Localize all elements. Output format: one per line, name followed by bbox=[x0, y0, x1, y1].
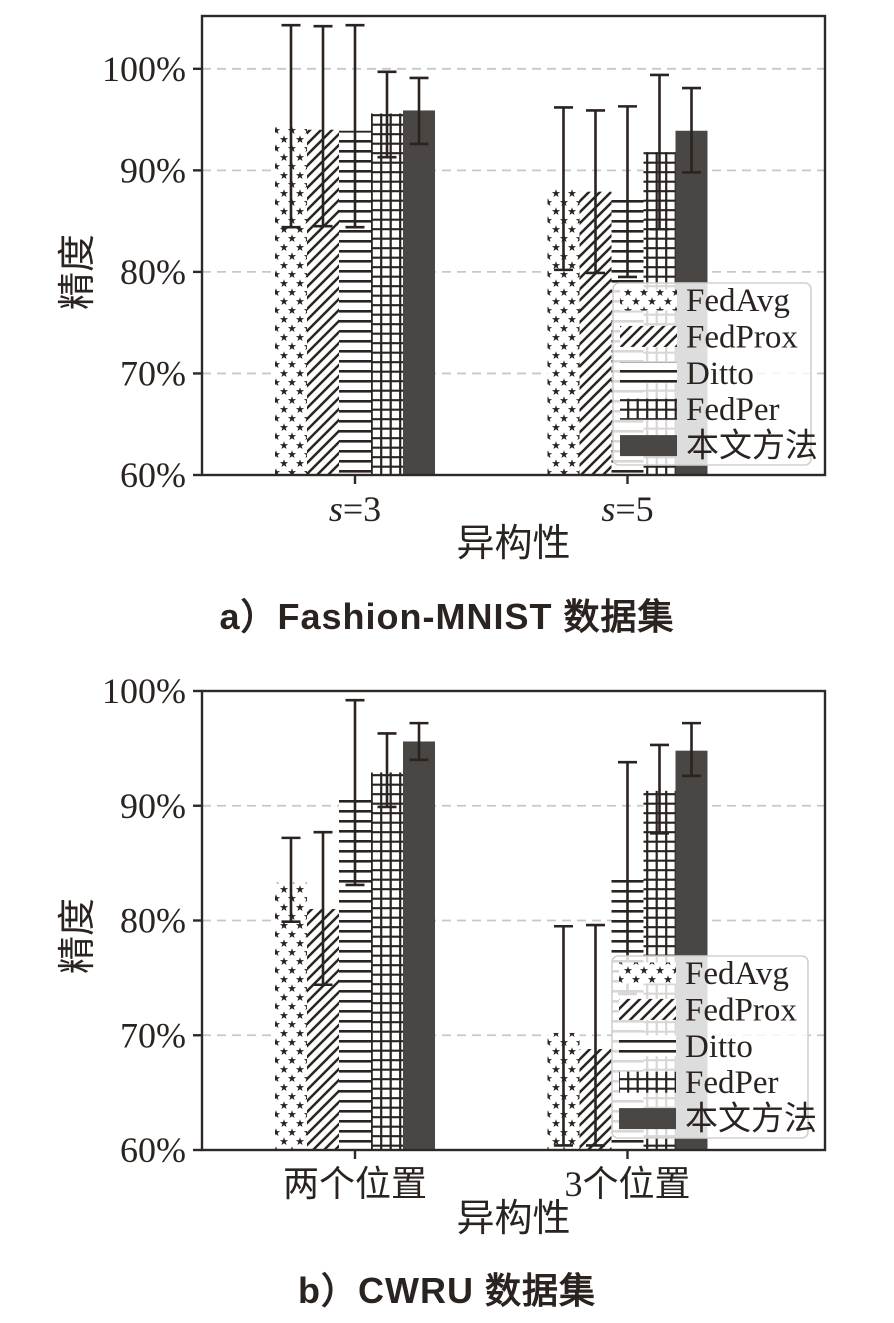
x-axis: s=3 s=5 bbox=[329, 475, 654, 529]
legend-swatch bbox=[620, 289, 677, 311]
bar bbox=[275, 882, 307, 1150]
bar bbox=[371, 772, 403, 1150]
legend-item: Ditto bbox=[620, 356, 754, 392]
legend-swatch bbox=[619, 1071, 676, 1093]
bar bbox=[371, 113, 403, 475]
y-tick-label: 80% bbox=[120, 901, 186, 941]
x-axis-label: 异构性 bbox=[456, 523, 570, 565]
legend-swatch bbox=[619, 1035, 676, 1057]
legend-swatch bbox=[620, 325, 677, 347]
legend-label: FedProx bbox=[686, 319, 798, 355]
x-axis: 两个位置 3个位置 bbox=[283, 1150, 691, 1204]
legend-label: FedProx bbox=[685, 992, 797, 1028]
legend-label: 本文方法 bbox=[685, 1101, 817, 1138]
caption-b: b）CWRU 数据集 bbox=[298, 1270, 596, 1311]
legend-label: 本文方法 bbox=[686, 428, 818, 465]
legend-item: FedPer bbox=[619, 1065, 779, 1101]
legend-label: FedPer bbox=[685, 1065, 779, 1101]
legend-swatch bbox=[619, 998, 676, 1020]
legend-item: FedAvg bbox=[620, 283, 790, 319]
x-tick-label: s=5 bbox=[601, 489, 653, 529]
legend-item: 本文方法 bbox=[620, 428, 818, 465]
y-tick-label: 100% bbox=[102, 49, 186, 89]
legend-item: Ditto bbox=[619, 1029, 753, 1065]
legend-item: FedProx bbox=[619, 992, 797, 1028]
legend-swatch bbox=[620, 435, 677, 457]
x-axis-label: 异构性 bbox=[456, 1198, 570, 1240]
bars-series-0 bbox=[275, 882, 580, 1150]
y-tick-label: 70% bbox=[120, 1015, 186, 1055]
x-tick-label: 3个位置 bbox=[564, 1164, 690, 1204]
bar-chart-fashion-mnist: 60% 70% 80% 90% 100% s=3 s=5 异构性 精度 FedAvgFedProx… bbox=[57, 14, 827, 565]
bar bbox=[403, 110, 435, 476]
legend-item: FedPer bbox=[620, 392, 780, 428]
legend-item: FedAvg bbox=[619, 956, 789, 992]
legend-swatch bbox=[619, 1108, 676, 1130]
legend-label: FedAvg bbox=[685, 956, 789, 992]
y-axis-label: 精度 bbox=[57, 898, 99, 974]
y-axis: 60% 70% 80% 90% 100% bbox=[102, 671, 202, 1170]
caption-a: a）Fashion-MNIST 数据集 bbox=[219, 596, 675, 637]
y-tick-label: 80% bbox=[120, 252, 186, 292]
y-tick-label: 100% bbox=[102, 671, 186, 711]
x-tick-label: s=3 bbox=[329, 489, 381, 529]
legend-label: FedAvg bbox=[686, 283, 790, 319]
y-tick-label: 90% bbox=[120, 151, 186, 191]
legend-label: Ditto bbox=[685, 1029, 753, 1065]
y-tick-label: 60% bbox=[120, 455, 186, 495]
y-tick-label: 70% bbox=[120, 354, 186, 394]
y-axis-label: 精度 bbox=[57, 234, 99, 310]
legend-swatch bbox=[620, 398, 677, 420]
x-tick-label: 两个位置 bbox=[283, 1164, 427, 1204]
legend-label: FedPer bbox=[686, 392, 780, 428]
y-tick-label: 60% bbox=[120, 1130, 186, 1170]
plot-border bbox=[200, 14, 827, 477]
legend-label: Ditto bbox=[686, 356, 754, 392]
y-tick-label: 90% bbox=[120, 786, 186, 826]
error-bars bbox=[281, 23, 701, 279]
legend-swatch bbox=[619, 962, 676, 984]
legend-item: FedProx bbox=[620, 319, 798, 355]
legend-item: 本文方法 bbox=[619, 1101, 817, 1138]
y-axis: 60% 70% 80% 90% 100% bbox=[102, 49, 202, 495]
bar bbox=[403, 741, 435, 1150]
bars-series-1 bbox=[307, 909, 612, 1150]
legend-swatch bbox=[620, 362, 677, 384]
